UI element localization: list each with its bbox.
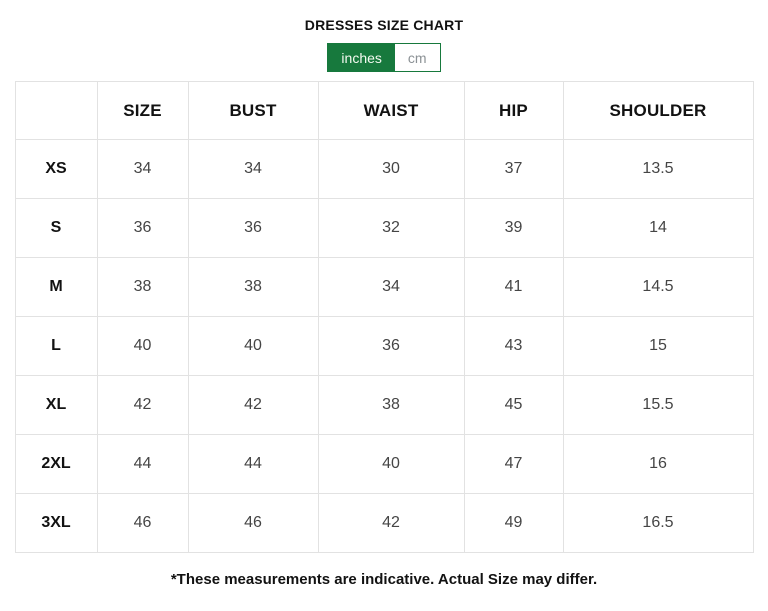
measurement-cell: 34: [317, 257, 465, 317]
measurement-cell: 42: [187, 375, 319, 435]
size-row-label: 3XL: [14, 493, 98, 553]
table-row: L 40 40 36 43 15: [14, 316, 754, 376]
unit-toggle-inches-button[interactable]: inches: [328, 44, 395, 71]
table-row: 3XL 46 46 42 49 16.5: [14, 493, 754, 553]
table-row: 2XL 44 44 40 47 16: [14, 434, 754, 494]
table-row: S 36 36 32 39 14: [14, 198, 754, 258]
measurement-cell: 14.5: [562, 257, 754, 317]
measurement-cell: 45: [463, 375, 564, 435]
size-row-label: XL: [14, 375, 98, 435]
corner-cell: [14, 81, 98, 140]
measurement-cell: 38: [96, 257, 189, 317]
measurement-cell: 40: [96, 316, 189, 376]
measurement-cell: 47: [463, 434, 564, 494]
measurement-cell: 38: [317, 375, 465, 435]
measurement-cell: 41: [463, 257, 564, 317]
unit-toggle: inches cm: [327, 43, 441, 72]
measurement-cell: 34: [187, 139, 319, 199]
measurement-cell: 14: [562, 198, 754, 258]
measurement-cell: 16.5: [562, 493, 754, 553]
measurement-cell: 43: [463, 316, 564, 376]
measurement-cell: 36: [187, 198, 319, 258]
table-row: M 38 38 34 41 14.5: [14, 257, 754, 317]
measurement-cell: 42: [317, 493, 465, 553]
size-row-label: L: [14, 316, 98, 376]
size-row-label: XS: [14, 139, 98, 199]
measurement-cell: 40: [187, 316, 319, 376]
measurement-disclaimer: *These measurements are indicative. Actu…: [170, 571, 598, 588]
column-header-shoulder: SHOULDER: [562, 81, 754, 140]
measurement-cell: 40: [317, 434, 465, 494]
column-header-size: SIZE: [96, 81, 189, 140]
measurement-cell: 44: [187, 434, 319, 494]
size-row-label: 2XL: [14, 434, 98, 494]
unit-toggle-cm-button[interactable]: cm: [394, 44, 440, 71]
size-chart-table: SIZE BUST WAIST HIP SHOULDER XS 34 34 30 37 13.5 S…: [14, 81, 754, 553]
measurement-cell: 32: [317, 198, 465, 258]
measurement-cell: 46: [96, 493, 189, 553]
measurement-cell: 38: [187, 257, 319, 317]
measurement-cell: 34: [96, 139, 189, 199]
page-title: DRESSES SIZE CHART: [304, 17, 464, 33]
measurement-cell: 49: [463, 493, 564, 553]
measurement-cell: 13.5: [562, 139, 754, 199]
table-header-row: SIZE BUST WAIST HIP SHOULDER: [14, 81, 754, 140]
size-row-label: S: [14, 198, 98, 258]
measurement-cell: 30: [317, 139, 465, 199]
table-row: XL 42 42 38 45 15.5: [14, 375, 754, 435]
measurement-cell: 46: [187, 493, 319, 553]
measurement-cell: 42: [96, 375, 189, 435]
column-header-hip: HIP: [463, 81, 564, 140]
measurement-cell: 16: [562, 434, 754, 494]
column-header-bust: BUST: [187, 81, 319, 140]
measurement-cell: 36: [96, 198, 189, 258]
measurement-cell: 15: [562, 316, 754, 376]
column-header-waist: WAIST: [317, 81, 465, 140]
table-row: XS 34 34 30 37 13.5: [14, 139, 754, 199]
measurement-cell: 44: [96, 434, 189, 494]
measurement-cell: 15.5: [562, 375, 754, 435]
measurement-cell: 39: [463, 198, 564, 258]
measurement-cell: 37: [463, 139, 564, 199]
size-row-label: M: [14, 257, 98, 317]
measurement-cell: 36: [317, 316, 465, 376]
